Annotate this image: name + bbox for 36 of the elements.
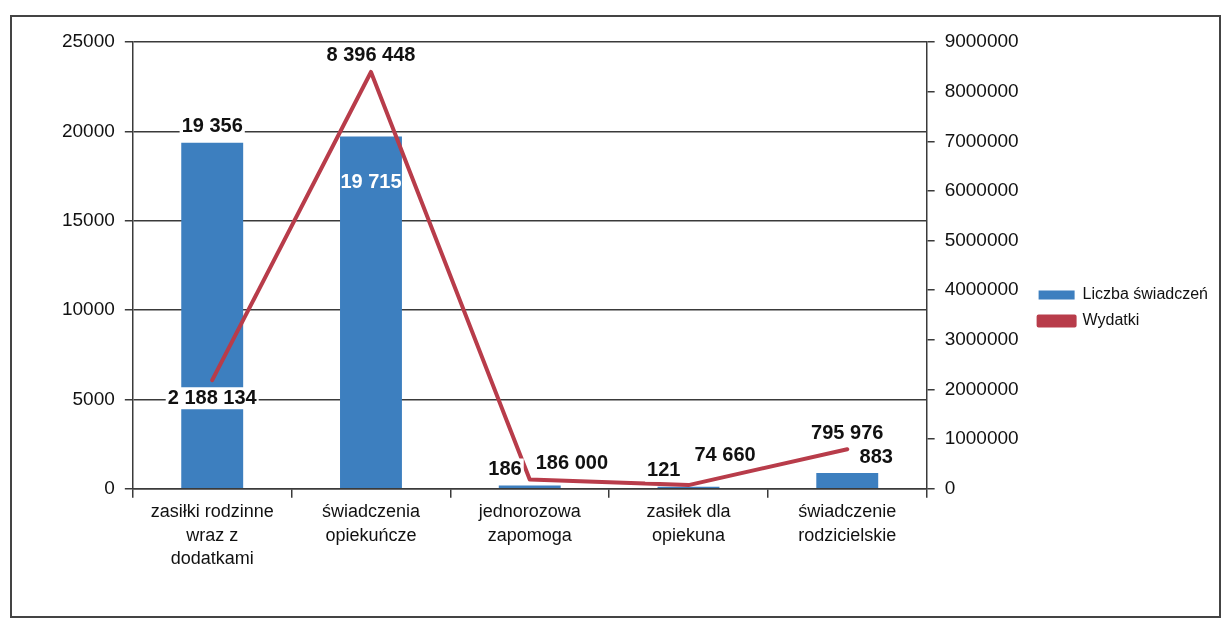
y2-tick-label: 1000000 (944, 427, 1019, 449)
bar (498, 485, 561, 489)
data-label: 186 (488, 456, 522, 479)
data-label: 19 715 (340, 169, 402, 192)
data-label: 2 188 134 (167, 385, 258, 408)
y-tick-label: 10000 (61, 298, 115, 320)
data-label: 121 (647, 458, 681, 481)
y2-tick-label: 9000000 (944, 30, 1019, 52)
y2-tick-label: 7000000 (944, 129, 1019, 151)
data-label: 186 000 (535, 451, 609, 474)
y2-tick-label: 4000000 (944, 278, 1019, 300)
data-label: 883 (859, 444, 893, 467)
x-tick-label: świadczenie rodzicielskie (798, 501, 897, 545)
y2-tick-label: 6000000 (944, 179, 1019, 201)
x-tick-label: świadczenia opiekuńcze (321, 501, 421, 545)
y2-tick-label: 2000000 (944, 377, 1019, 399)
y-tick-label: 20000 (61, 119, 115, 141)
legend-label: Wydatki (1082, 311, 1140, 329)
y-tick-label: 25000 (61, 30, 115, 52)
data-label: 74 660 (694, 442, 756, 465)
y-tick-label: 5000 (72, 387, 115, 409)
y2-tick-label: 3000000 (944, 328, 1019, 350)
bar (816, 473, 879, 489)
x-tick-label: zasiłek dla opiekuna (646, 501, 732, 545)
y2-tick-label: 8000000 (944, 79, 1019, 101)
legend-label: Liczba świadczeń (1082, 285, 1209, 303)
y2-tick-label: 0 (944, 477, 956, 499)
data-label: 19 356 (181, 114, 243, 137)
bar (340, 136, 402, 489)
y-tick-label: 0 (104, 477, 115, 499)
data-label: 795 976 (811, 420, 884, 443)
data-label: 8 396 448 (326, 43, 416, 66)
x-tick-label: jednorozowa zapomoga (477, 501, 582, 545)
y-tick-label: 15000 (61, 208, 115, 230)
x-tick-label: zasiłki rodzinne wraz z dodatkami (150, 501, 274, 569)
y2-tick-label: 5000000 (944, 228, 1019, 250)
